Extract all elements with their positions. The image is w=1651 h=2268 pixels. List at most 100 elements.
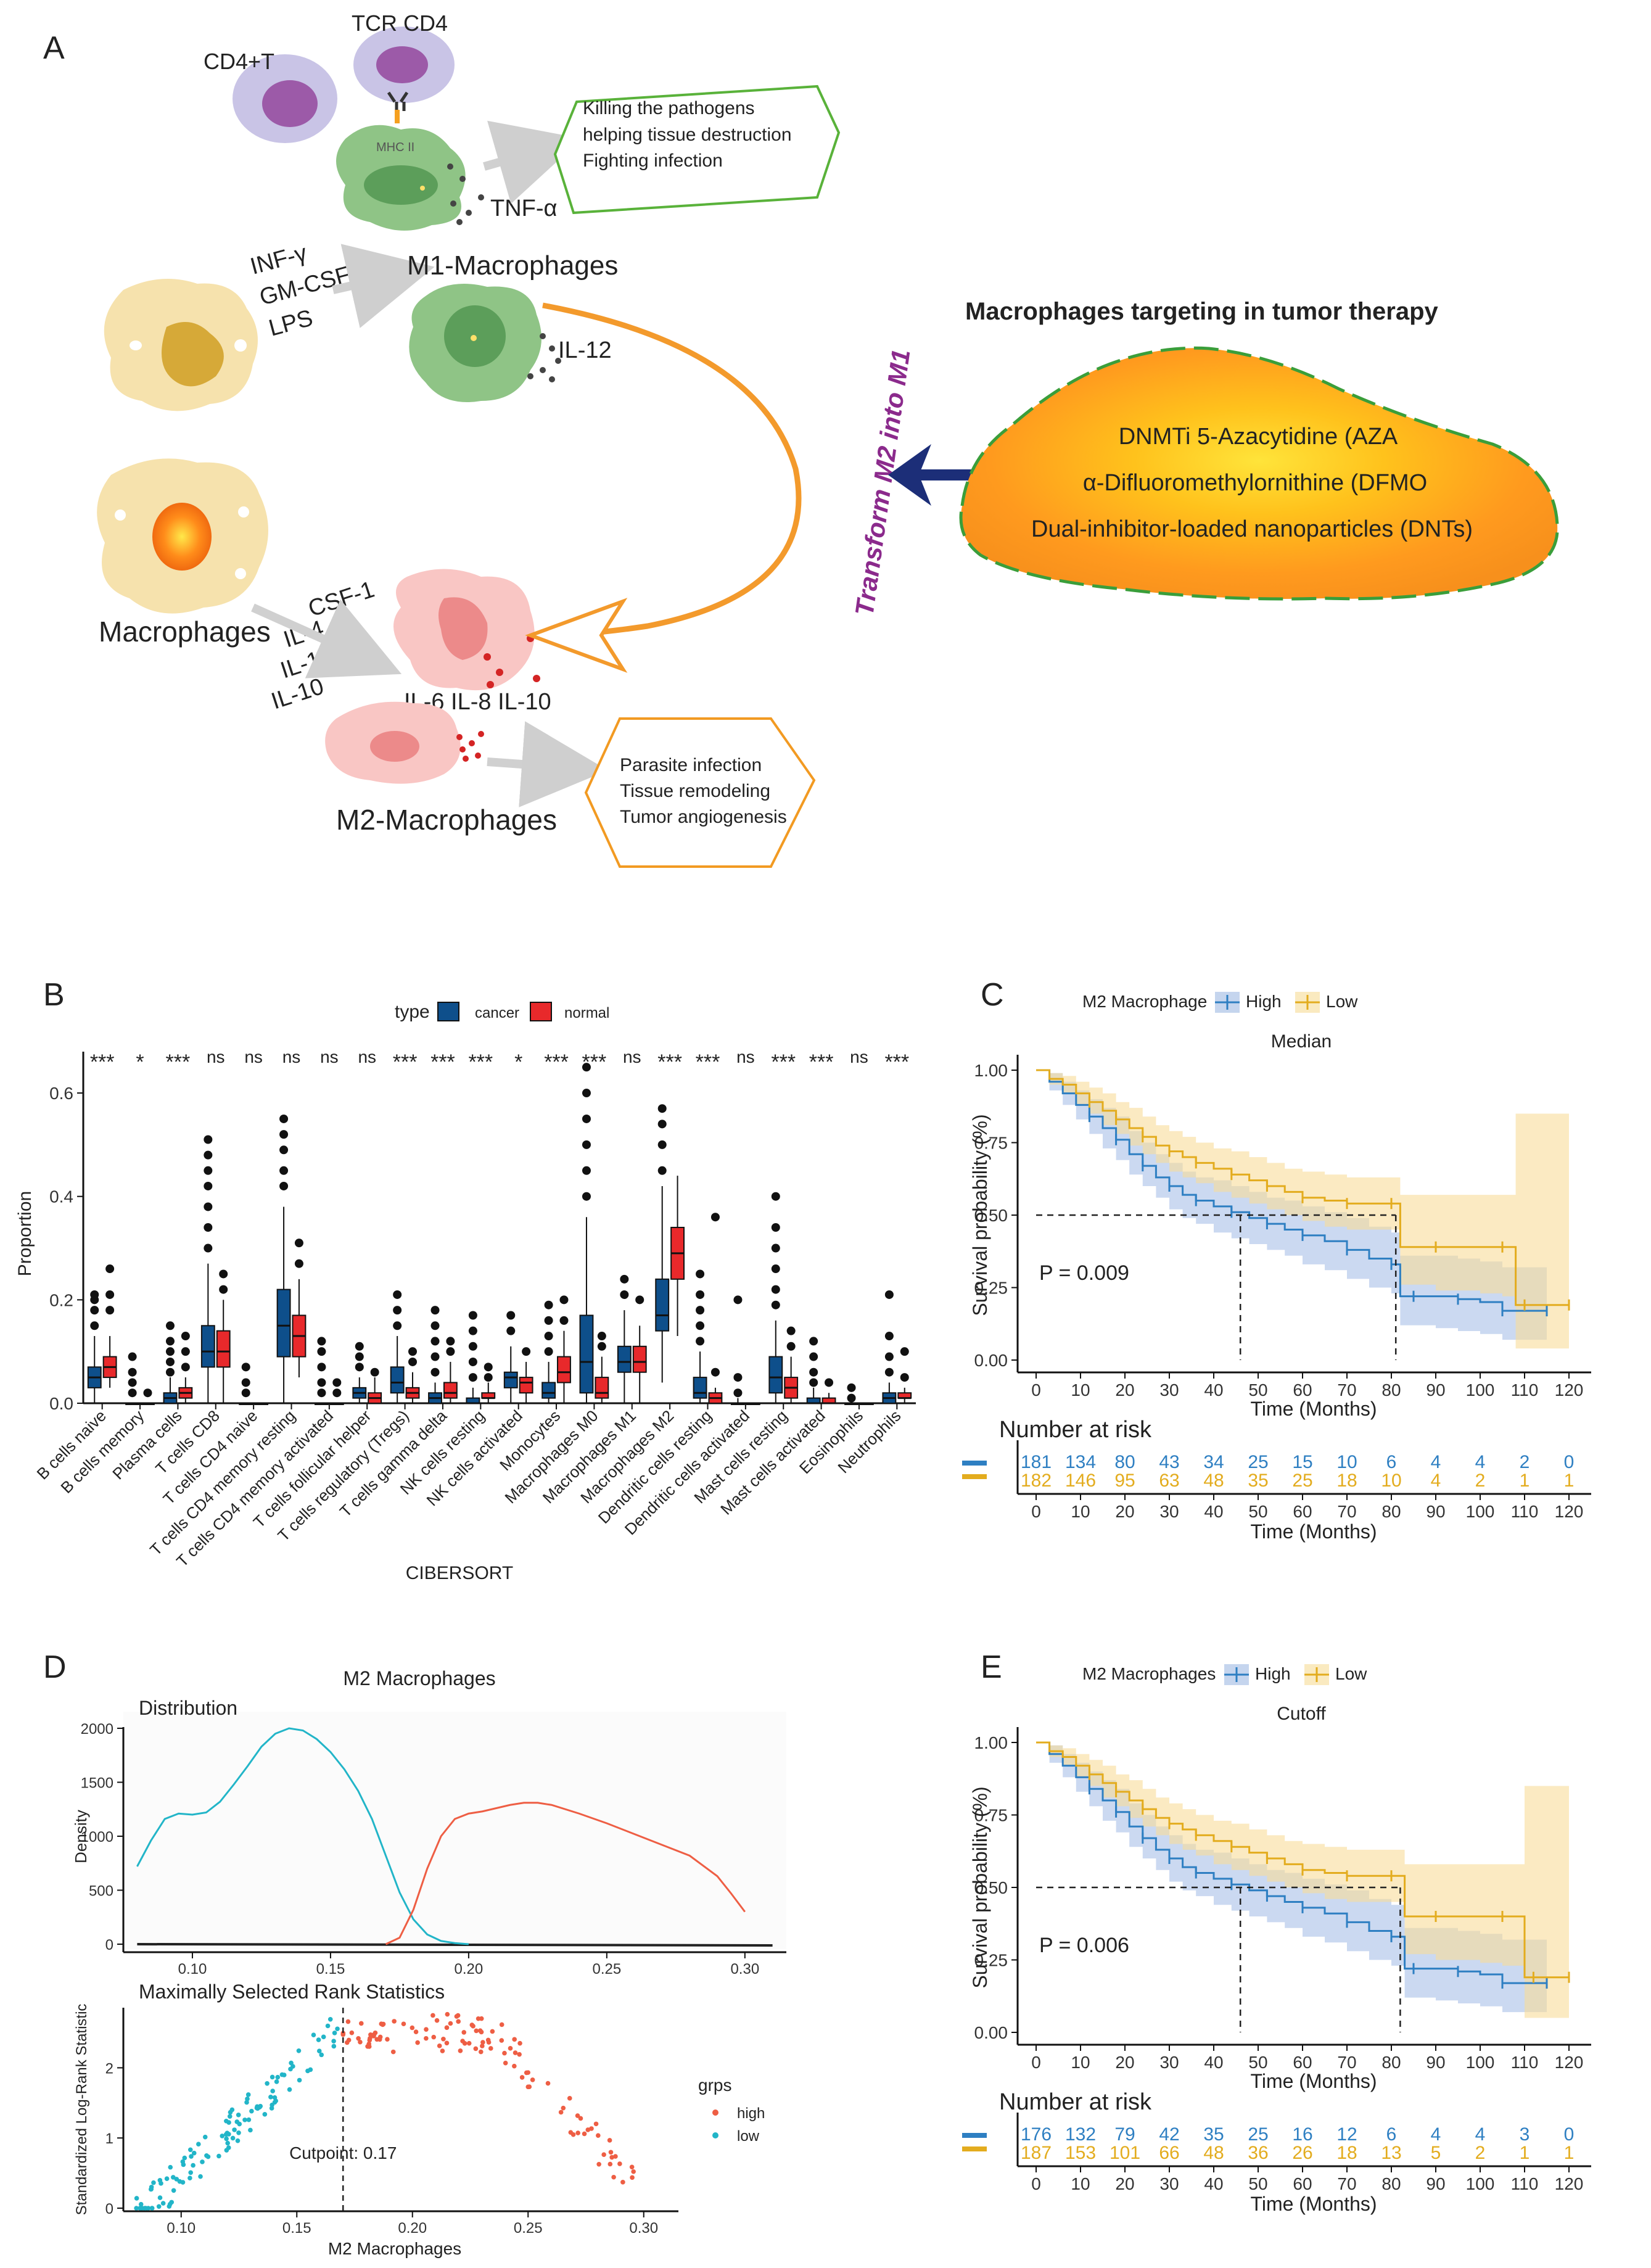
density-chart: Distribution 0 500 1000 1500 2000 0.10 0.15 0.20… — [72, 1697, 786, 1977]
box-normal — [595, 1377, 609, 1399]
risk-x-tick-label: 40 — [1204, 1502, 1223, 1521]
outlier-point — [809, 1337, 818, 1346]
scatter-point-low — [198, 2174, 203, 2179]
risk-count-low: 101 — [1110, 2143, 1140, 2163]
il12-label: IL-12 — [558, 337, 612, 363]
outlier-point — [317, 1378, 326, 1387]
scatter-point-low — [134, 2196, 139, 2201]
scatter-point-high — [512, 2037, 517, 2042]
scatter-point-low — [164, 2176, 170, 2182]
risk-count-low: 10 — [1381, 1470, 1401, 1491]
outlier-point — [696, 1290, 705, 1299]
x-tick-label: 20 — [1115, 2053, 1134, 2072]
y-tick-label: 1000 — [81, 1829, 113, 1845]
risk-count-low: 1 — [1520, 2143, 1530, 2163]
scatter-point-high — [488, 2046, 493, 2051]
km-chart-e: M2 Macrophages High Low Cutoff 0.00 0.25 0.50 0… — [962, 1664, 1591, 2215]
panel-d-title: M2 Macrophages — [343, 1667, 495, 1689]
scatter-point-high — [424, 2035, 429, 2041]
outlier-point — [279, 1181, 289, 1190]
outlier-point — [620, 1274, 629, 1284]
outlier-point — [544, 1347, 553, 1356]
x-tick-label: 70 — [1337, 2053, 1356, 2072]
y-tick-label: 0 — [105, 1937, 113, 1953]
tnf-label: TNF-α — [490, 196, 558, 221]
scatter-point-high — [444, 2025, 450, 2031]
risk-x-axis-label: Time (Months) — [1250, 2193, 1377, 2215]
scatter-point-low — [216, 2153, 221, 2159]
naive-macrophage-nucleus — [162, 322, 224, 387]
significance-label: ns — [850, 1047, 868, 1066]
significance-label: *** — [90, 1050, 115, 1074]
panel-c: C M2 Macrophage High Low Median 0.00 0.25 0.50… — [962, 977, 1591, 1543]
scatter-point-low — [204, 2153, 209, 2158]
x-tick-label: 110 — [1511, 1380, 1539, 1400]
y-tick-label: 0.2 — [49, 1290, 73, 1309]
legend-label: high — [737, 2105, 765, 2122]
x-tick-label: 0.25 — [514, 2220, 543, 2237]
x-tick-label: 20 — [1115, 1380, 1134, 1400]
scatter-point-high — [525, 2084, 531, 2090]
risk-count-low: 2 — [1475, 1470, 1486, 1491]
risk-count-high: 4 — [1431, 1452, 1441, 1472]
risk-count-low: 1 — [1520, 1470, 1530, 1491]
x-axis-label: M2 Macrophages — [328, 2239, 461, 2258]
scatter-point-high — [631, 2169, 636, 2174]
scatter-point-low — [274, 2079, 279, 2084]
scatter-point-high — [596, 2133, 601, 2138]
scatter-point-high — [345, 2019, 351, 2024]
scatter-point-high — [445, 2011, 450, 2017]
outlier-point — [635, 1295, 644, 1305]
x-tick-label: 0.20 — [455, 1961, 484, 1977]
vacuole — [234, 339, 247, 352]
m2-title: M2-Macrophages — [336, 804, 557, 836]
x-tick-label: 0.20 — [398, 2220, 427, 2237]
scatter-point-high — [617, 2161, 622, 2166]
ci-band-low — [1036, 1742, 1569, 2018]
outlier-point — [696, 1337, 705, 1346]
nucleolus — [420, 186, 425, 191]
vacuole — [130, 340, 142, 350]
significance-label: ns — [358, 1047, 376, 1066]
legend-label: High — [1246, 992, 1282, 1011]
y-axis-label: Density — [72, 1810, 90, 1863]
box-cancer — [693, 1377, 707, 1399]
scatter-point-high — [479, 2029, 484, 2035]
outlier-point — [544, 1300, 553, 1309]
scatter-point-low — [287, 2087, 292, 2092]
outlier-point — [771, 1300, 780, 1309]
scatter-point-high — [499, 2038, 504, 2043]
scatter-point-low — [168, 2164, 173, 2170]
boxplot-chart: 0.00.20.40.6B cells naive***B cells memo… — [33, 1047, 916, 1570]
navy-arrowhead — [888, 444, 931, 506]
therapy-item: α-Difluoromethylornithine (DFMO — [1083, 470, 1427, 496]
outlier-point — [294, 1259, 303, 1268]
outlier-point — [128, 1388, 137, 1398]
significance-label: ns — [244, 1047, 263, 1066]
risk-count-high: 0 — [1564, 2124, 1575, 2145]
km-chart-c: M2 Macrophage High Low Median 0.00 0.25 0.50 0.… — [962, 992, 1591, 1543]
outlier-point — [204, 1181, 213, 1190]
panel-letter: E — [981, 1649, 1002, 1685]
outlier-point — [204, 1243, 213, 1253]
y-tick-label: 2000 — [81, 1721, 113, 1738]
outlier-point — [484, 1363, 493, 1372]
scatter-point-high — [525, 2070, 530, 2075]
scatter-point-high — [368, 2032, 373, 2037]
outlier-point — [370, 1367, 379, 1377]
scatter-point-low — [167, 2204, 172, 2209]
risk-x-tick-label: 100 — [1466, 1502, 1495, 1521]
outlier-point — [522, 1347, 531, 1356]
scatter-point-low — [226, 2132, 231, 2137]
risk-x-tick-label: 70 — [1337, 2174, 1356, 2193]
risk-count-high: 4 — [1475, 2124, 1486, 2145]
outlier-point — [143, 1388, 152, 1398]
scatter-point-high — [517, 2052, 522, 2057]
risk-count-low: 13 — [1381, 2143, 1401, 2163]
scatter-point-low — [262, 2112, 268, 2117]
scatter-point-high — [371, 2032, 377, 2037]
significance-label: ns — [282, 1047, 301, 1066]
scatter-point-high — [517, 2040, 522, 2046]
risk-count-low: 48 — [1203, 2143, 1224, 2163]
outlier-point — [506, 1311, 516, 1320]
